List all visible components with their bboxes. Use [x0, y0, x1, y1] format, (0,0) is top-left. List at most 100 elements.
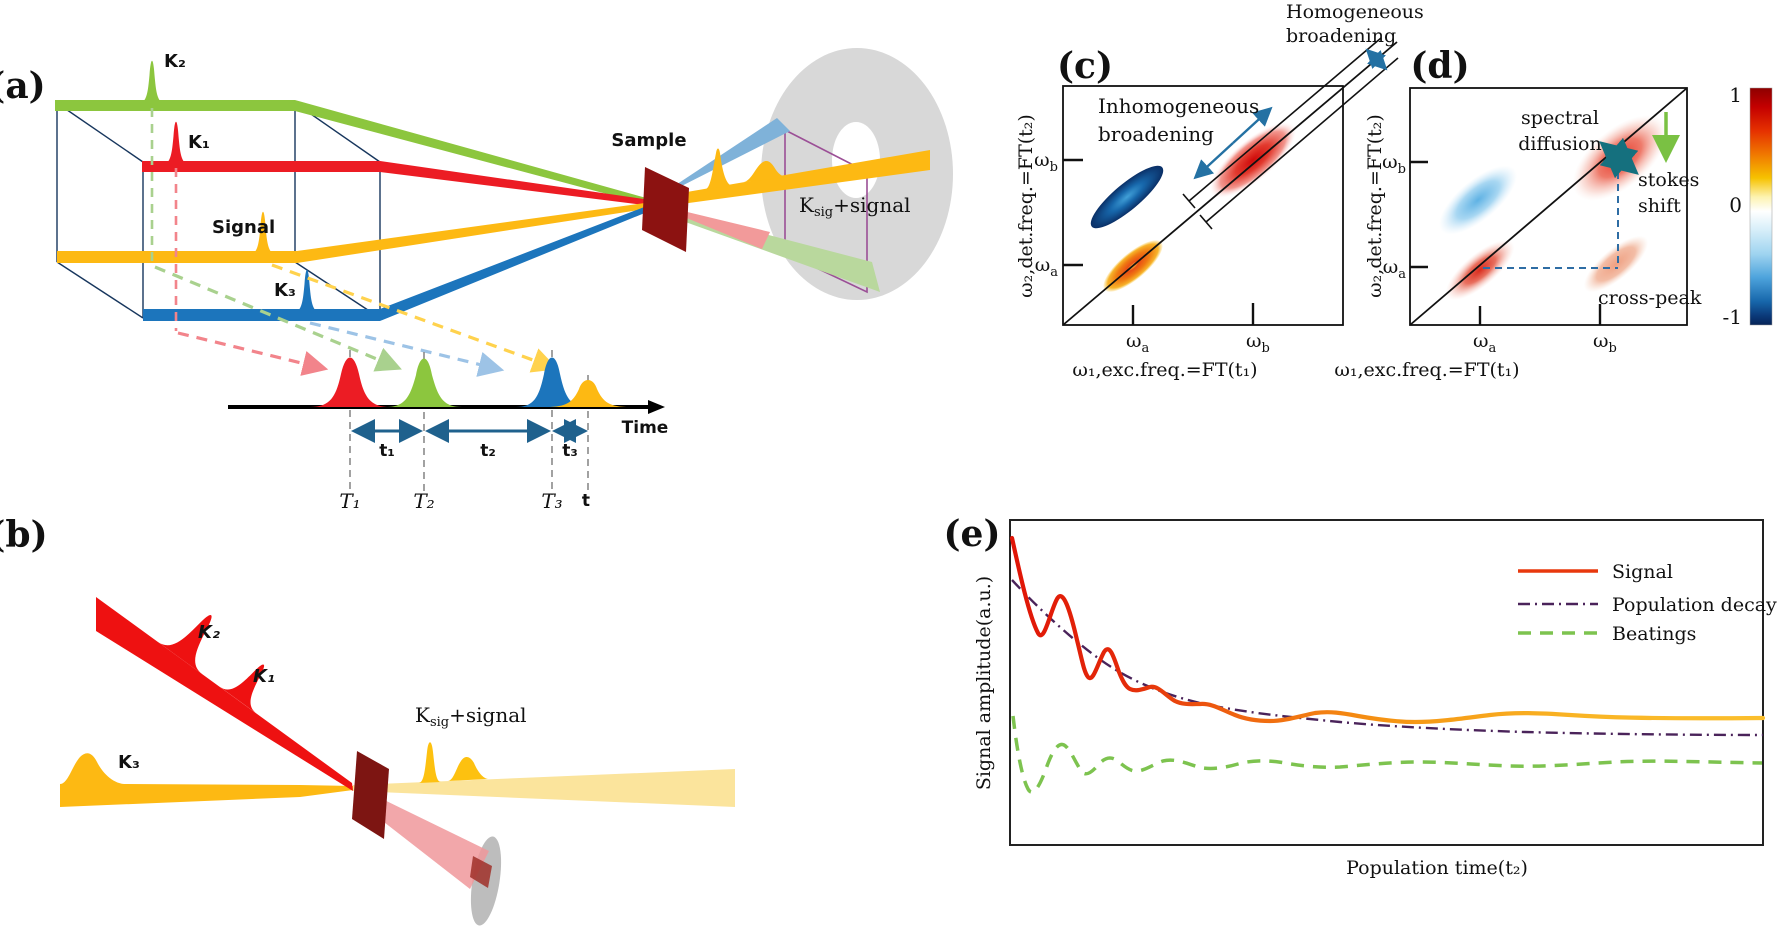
legend-signal-label: Signal	[1612, 561, 1673, 583]
omega-glyph: ω	[1473, 330, 1489, 352]
timeline-pulse-red	[310, 357, 390, 407]
time-axis-arrowhead-icon	[648, 400, 665, 414]
exit-signal-pulse-2	[744, 160, 790, 182]
d-spectral-line1: spectral	[1521, 107, 1599, 129]
d-diagonal-line	[1409, 87, 1688, 326]
T2-label: T₂	[413, 489, 434, 513]
legend-beatings-label: Beatings	[1612, 623, 1696, 645]
d-negative-peak	[1439, 165, 1517, 235]
c-ylabel: ω₂,det.freq.=FT(t₂)	[1015, 114, 1037, 298]
panel-c: (c) Homogeneous broadening Inhomogeneous…	[1015, 1, 1424, 381]
omega-glyph: ω	[1383, 256, 1399, 278]
dashed-arrow-red	[177, 331, 329, 376]
b-k2-label: K₂	[198, 622, 220, 643]
e-xlabel: Population time(t₂)	[1346, 857, 1528, 879]
dashed-arrow-yellow	[271, 263, 559, 373]
legend-population-label: Population decay	[1612, 594, 1777, 616]
beam-k3	[143, 204, 652, 321]
t2-label: t₂	[480, 441, 496, 461]
b-k1-label: K₁	[253, 666, 275, 687]
d-stokes-line1: stokes	[1638, 169, 1699, 191]
panel-d-letter: (d)	[1410, 45, 1469, 87]
omega-sub: a	[1489, 341, 1497, 356]
omega-sub: b	[1050, 160, 1058, 175]
d-cross-peak-label: cross-peak	[1598, 287, 1702, 309]
omega-sub: a	[1050, 265, 1058, 280]
omega-glyph: ω	[1126, 330, 1142, 352]
t3-label: t₃	[562, 441, 578, 461]
c-diagonal-line	[1062, 41, 1398, 326]
c-diagonal-peak-b	[1209, 122, 1297, 198]
ksig-rest: +signal	[833, 193, 910, 217]
pulse-k2	[139, 60, 165, 103]
panel-d: (d) spectral diffusion stokes shift cros…	[1334, 45, 1773, 381]
c-homogeneous-line1: Homogeneous	[1286, 1, 1424, 23]
ksig-sub: sig	[814, 205, 833, 220]
c-inhomog-arrow-left	[1193, 142, 1234, 180]
panel-b: (b) K₂ K₁ K₃ Ksig+signal	[0, 514, 735, 926]
c-inhomog-arrow-right	[1232, 106, 1273, 144]
b-signal-pulse-2	[448, 757, 488, 781]
omega-sub: b	[1262, 341, 1270, 356]
c-homog-arrow-down	[1367, 50, 1388, 71]
timeline-pulse-green	[386, 358, 462, 407]
omega-glyph: ω	[1035, 254, 1051, 276]
k1-label: K₁	[188, 132, 210, 153]
exit-signal-pulse-1	[706, 148, 732, 189]
panel-e: (e) Signal Population decay Beatings Sig…	[944, 513, 1778, 879]
colorbar-max-label: 1	[1729, 83, 1742, 107]
d-xtick-label-a: ωa	[1473, 330, 1497, 356]
c-band-line-lower	[1205, 57, 1399, 223]
panel-e-letter: (e)	[944, 513, 1001, 555]
ksig-base: K	[799, 193, 815, 217]
colorbar-mid-label: 0	[1729, 193, 1742, 217]
T1-label: T₁	[339, 489, 360, 513]
d-xlabel: ω₁,exc.freq.=FT(t₁)	[1334, 359, 1519, 381]
omega-glyph: ω	[1382, 151, 1398, 173]
colorbar	[1749, 87, 1773, 326]
d-diagonal-peak-a	[1445, 239, 1515, 301]
d-ytick-label-b: ωb	[1382, 151, 1406, 177]
T3-label: T₃	[541, 489, 562, 513]
panel-a-letter: (a)	[0, 65, 46, 107]
wire-top-left-connector	[56, 102, 144, 163]
dashed-arrow-green	[154, 265, 402, 372]
omega-glyph: ω	[1034, 149, 1050, 171]
d-plot-box	[1409, 87, 1688, 326]
b-ksig-label: Ksig+signal	[415, 703, 527, 730]
beam-b-k3	[60, 753, 353, 807]
panel-b-letter: (b)	[0, 514, 48, 556]
wire-bottom-left-connector	[56, 261, 144, 319]
b-k3-label: K₃	[118, 752, 140, 773]
c-ytick-label-b: ωb	[1034, 149, 1058, 175]
timeline-pulse-yellow	[546, 380, 630, 407]
b-ksig-base: K	[415, 703, 431, 727]
d-ylabel: ω₂,det.freq.=FT(t₂)	[1364, 114, 1386, 298]
d-spectral-line2: diffusion	[1518, 133, 1601, 155]
e-ylabel: Signal amplitude(a.u.)	[973, 576, 995, 790]
c-xtick-label-b: ωb	[1246, 330, 1270, 356]
beam-dump-spot	[470, 856, 492, 888]
d-cross-peak	[1583, 235, 1649, 293]
b-ksig-sub: sig	[430, 715, 449, 730]
sample-label: Sample	[611, 130, 686, 151]
phase-matching-box	[784, 128, 868, 294]
e-plot-box	[1009, 519, 1764, 846]
omega-sub: b	[1609, 341, 1617, 356]
c-inhomogeneous-line2: broadening	[1098, 122, 1214, 146]
c-homogeneous-line2: broadening	[1286, 25, 1396, 47]
c-negative-peak	[1090, 165, 1164, 229]
c-band-line-upper	[1188, 37, 1382, 202]
pulse-k1	[163, 121, 189, 164]
omega-sub: b	[1398, 162, 1406, 177]
t1-label: t₁	[379, 441, 395, 461]
c-inhomogeneous-line1: Inhomogeneous	[1098, 94, 1259, 118]
k3-label: K₃	[274, 280, 296, 301]
beatings-curve	[1011, 715, 1763, 794]
signal-curve	[1009, 535, 1766, 725]
beam-b-pump	[96, 597, 353, 791]
c-homog-arrow-up	[1365, 48, 1386, 69]
sample-shape	[642, 167, 689, 252]
